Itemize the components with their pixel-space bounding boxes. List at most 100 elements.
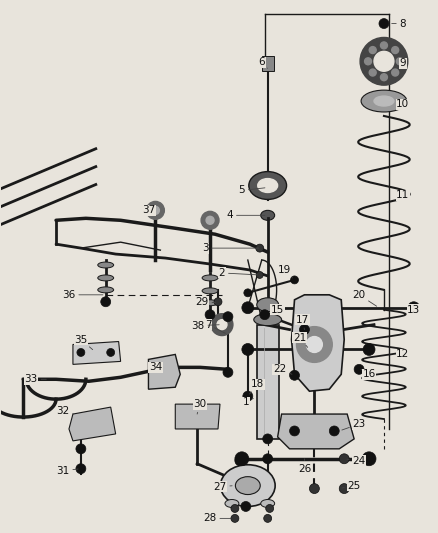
Circle shape <box>76 464 86 474</box>
Ellipse shape <box>254 314 282 326</box>
Ellipse shape <box>261 211 275 220</box>
Circle shape <box>263 434 273 444</box>
Text: 2: 2 <box>219 268 257 278</box>
Bar <box>262 56 274 71</box>
Text: 18: 18 <box>250 379 265 394</box>
Ellipse shape <box>257 298 279 312</box>
Polygon shape <box>69 407 116 441</box>
Ellipse shape <box>225 499 239 507</box>
Text: 33: 33 <box>25 374 46 384</box>
Circle shape <box>392 69 399 76</box>
Text: 23: 23 <box>342 419 366 430</box>
Circle shape <box>214 298 222 306</box>
Circle shape <box>242 302 254 314</box>
Text: 15: 15 <box>271 305 284 314</box>
Text: 1: 1 <box>243 397 253 407</box>
Polygon shape <box>175 404 220 429</box>
Circle shape <box>354 365 364 374</box>
Text: 22: 22 <box>273 365 292 374</box>
Text: 13: 13 <box>407 305 420 314</box>
Text: 34: 34 <box>149 362 162 373</box>
Ellipse shape <box>98 262 114 268</box>
Text: 12: 12 <box>396 350 410 359</box>
Text: 37: 37 <box>142 205 155 215</box>
Text: 38: 38 <box>191 321 219 330</box>
Circle shape <box>381 74 388 80</box>
Text: 9: 9 <box>399 58 406 68</box>
Text: 28: 28 <box>203 513 231 523</box>
Circle shape <box>264 514 272 522</box>
Ellipse shape <box>202 300 218 306</box>
Ellipse shape <box>98 287 114 293</box>
Ellipse shape <box>98 275 114 281</box>
Circle shape <box>307 336 322 352</box>
Circle shape <box>381 42 388 49</box>
Circle shape <box>300 325 309 335</box>
Circle shape <box>263 454 273 464</box>
Circle shape <box>290 370 300 380</box>
Circle shape <box>231 514 239 522</box>
Circle shape <box>329 426 339 436</box>
Polygon shape <box>148 354 180 389</box>
Text: 27: 27 <box>213 482 232 491</box>
Polygon shape <box>73 342 120 365</box>
Circle shape <box>223 367 233 377</box>
Circle shape <box>205 310 215 320</box>
Ellipse shape <box>374 96 394 106</box>
Text: 17: 17 <box>296 314 309 329</box>
Circle shape <box>260 310 270 320</box>
Ellipse shape <box>258 179 278 192</box>
Circle shape <box>369 69 376 76</box>
Text: 24: 24 <box>347 456 366 466</box>
Text: 7: 7 <box>205 320 226 333</box>
Circle shape <box>360 37 408 85</box>
Circle shape <box>146 201 164 219</box>
Circle shape <box>266 504 274 512</box>
Circle shape <box>363 343 375 356</box>
Circle shape <box>235 452 249 466</box>
Text: 30: 30 <box>194 399 207 414</box>
Text: 5: 5 <box>239 185 265 196</box>
Circle shape <box>244 289 252 297</box>
Circle shape <box>374 51 394 71</box>
Text: 11: 11 <box>396 190 410 200</box>
Circle shape <box>392 46 399 53</box>
Text: 6: 6 <box>258 58 268 68</box>
Text: 16: 16 <box>361 369 376 379</box>
Circle shape <box>256 244 264 252</box>
Circle shape <box>369 46 376 53</box>
Ellipse shape <box>202 288 218 294</box>
Text: 3: 3 <box>202 243 259 253</box>
Circle shape <box>242 343 254 356</box>
Text: 19: 19 <box>278 265 293 278</box>
Circle shape <box>235 456 245 466</box>
Circle shape <box>256 271 263 278</box>
Ellipse shape <box>361 90 407 112</box>
Bar <box>257 325 279 439</box>
Ellipse shape <box>220 465 275 506</box>
Circle shape <box>297 327 332 362</box>
Circle shape <box>408 302 420 314</box>
Circle shape <box>396 58 403 65</box>
Ellipse shape <box>261 499 275 507</box>
Circle shape <box>379 19 389 29</box>
Polygon shape <box>278 414 354 449</box>
Circle shape <box>76 444 86 454</box>
Circle shape <box>309 483 319 494</box>
Circle shape <box>364 58 371 65</box>
Text: 32: 32 <box>57 406 73 416</box>
Text: 4: 4 <box>226 211 265 220</box>
Circle shape <box>241 502 251 512</box>
Circle shape <box>243 391 253 401</box>
Circle shape <box>201 212 219 229</box>
Ellipse shape <box>249 172 286 199</box>
Circle shape <box>223 312 233 321</box>
Circle shape <box>77 349 85 357</box>
Text: 35: 35 <box>74 335 93 350</box>
Text: 8: 8 <box>392 19 406 29</box>
Circle shape <box>101 297 111 307</box>
Circle shape <box>211 314 233 336</box>
Text: 21: 21 <box>293 333 307 348</box>
Circle shape <box>231 504 239 512</box>
Text: 25: 25 <box>342 481 361 490</box>
